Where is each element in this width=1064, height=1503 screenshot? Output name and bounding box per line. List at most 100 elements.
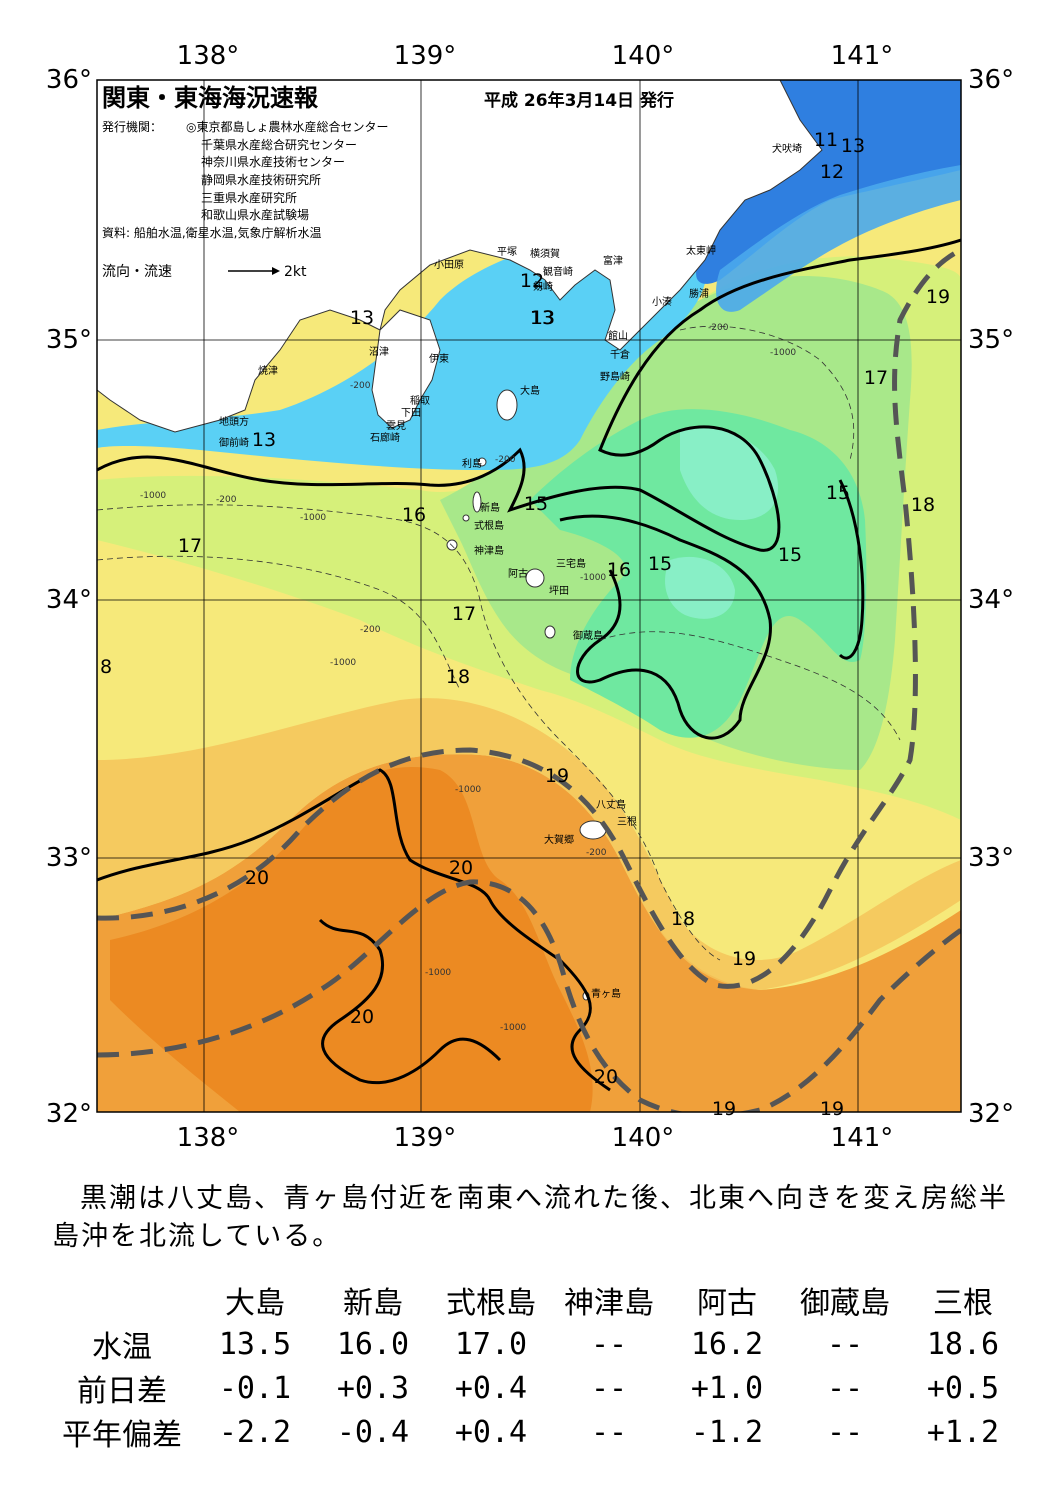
place-label: 犬吠埼 <box>772 142 802 155</box>
place-label: 太東岬 <box>686 244 716 257</box>
place-label: 千倉 <box>610 348 630 361</box>
place-label: 御前崎 <box>219 436 249 449</box>
table-cell: -0.1 <box>218 1370 292 1406</box>
lat-label: 33° <box>968 843 1014 873</box>
isotherm-label: 11 <box>814 129 838 151</box>
lat-label: 32° <box>968 1099 1014 1129</box>
map-frame <box>96 79 962 1113</box>
place-label: 阿古 <box>508 567 528 580</box>
table-cell: -- <box>826 1414 864 1450</box>
table-cell: -0.4 <box>336 1414 410 1450</box>
row-label: 前日差 <box>77 1374 167 1409</box>
isotherm-label: 15 <box>826 482 850 504</box>
table-cell: +0.4 <box>454 1414 528 1450</box>
mikurajima-island <box>544 625 556 639</box>
table-cell: -- <box>590 1326 628 1362</box>
place-label: 小湊 <box>652 295 672 308</box>
lat-label: 36° <box>968 65 1014 95</box>
summary-body: 黒潮は八丈島、青ヶ島付近を南東へ流れた後、北東へ向きを変え房総半島沖を北流してい… <box>52 1183 1008 1252</box>
sea-temperature-map: 138° 139° 140° 141° 138° 139° 140° 141° … <box>46 41 1014 1153</box>
place-label: 小田原 <box>434 259 464 271</box>
agency-item: ◎東京都島しょ農林水産総合センター <box>186 119 388 134</box>
lon-label: 141° <box>831 41 894 71</box>
table-row: 平年偏差 -2.2 -0.4 +0.4 -- -1.2 -- +1.2 <box>48 1410 1022 1454</box>
longitude-labels-top: 138° 139° 140° 141° <box>177 41 894 71</box>
place-label: 稲取 <box>410 395 430 407</box>
band-20c-core <box>110 767 593 1112</box>
place-label: 大島 <box>520 384 540 397</box>
depth-label: -200 <box>216 495 237 505</box>
place-label: 勝浦 <box>689 287 709 300</box>
depth-label: -200 <box>350 381 371 391</box>
table-cell: 17.0 <box>454 1326 528 1362</box>
isotherm-label: 20 <box>449 857 473 879</box>
isotherm-label: 19 <box>820 1098 844 1120</box>
depth-label: -1000 <box>425 968 451 978</box>
depth-label: -1000 <box>770 348 796 358</box>
place-label: 利島 <box>462 457 482 470</box>
isotherm-label: 13 <box>841 135 865 157</box>
depth-label: -1000 <box>300 513 326 523</box>
place-label: 御蔵島 <box>573 629 603 642</box>
table-cell: 18.6 <box>926 1326 1000 1362</box>
isotherm-label: 15 <box>648 553 672 575</box>
isotherm-label: 13 <box>252 429 276 451</box>
place-label: 雲見 <box>386 420 406 432</box>
table-row: 前日差 -0.1 +0.3 +0.4 -- +1.0 -- +0.5 <box>48 1366 1022 1410</box>
station-header: 阿古 <box>697 1286 757 1321</box>
data-sources: 資料: 船舶水温,衛星水温,気象庁解析水温 <box>102 225 322 240</box>
lon-label: 139° <box>394 41 457 71</box>
table-cell: -- <box>590 1370 628 1406</box>
isotherm-label: 20 <box>594 1066 618 1088</box>
isotherm-label: 12 <box>520 270 544 292</box>
lon-label: 140° <box>612 41 675 71</box>
agency-item: 千葉県水産総合研究センター <box>201 137 357 152</box>
isotherm-label: 16 <box>607 559 631 581</box>
place-label: 剱崎 <box>533 280 553 293</box>
depth-label: -200 <box>495 455 516 465</box>
place-label: 平塚 <box>497 246 517 258</box>
place-label: 富津 <box>603 254 623 267</box>
lat-label: 35° <box>968 325 1014 355</box>
issue-date: 平成 26年3月14日 発行 <box>484 90 674 111</box>
table-cell: 16.0 <box>336 1326 410 1362</box>
place-label: 地頭方 <box>219 415 249 428</box>
lon-label: 141° <box>831 1123 894 1153</box>
station-header: 新島 <box>343 1286 403 1321</box>
place-label: 八丈島 <box>596 798 626 811</box>
table-cell: +0.3 <box>336 1370 410 1406</box>
miyakejima-island <box>525 568 545 588</box>
depth-label: -200 <box>586 848 607 858</box>
map-title: 関東・東海海況速報 <box>102 84 319 112</box>
flow-legend-label: 流向・流速 <box>102 264 172 280</box>
lat-label: 34° <box>968 585 1014 615</box>
honshu-land <box>97 80 823 433</box>
place-label: 観音崎 <box>543 265 573 278</box>
latitude-labels-left: 36° 35° 34° 33° 32° <box>46 65 92 1129</box>
isotherm-label: 15 <box>778 544 802 566</box>
agency-item: 静岡県水産技術研究所 <box>201 172 321 187</box>
place-label: 野島崎 <box>600 370 630 383</box>
row-label: 平年偏差 <box>62 1418 182 1453</box>
lon-label: 140° <box>612 1123 675 1153</box>
place-label: 三根 <box>617 815 637 828</box>
table-cell: -1.2 <box>690 1414 764 1450</box>
depth-labels: -1000 -1000 -1000 -1000 -1000 -1000 -100… <box>140 323 796 1033</box>
flow-legend-scale: 2kt <box>284 264 307 280</box>
isotherm-label: 18 <box>911 494 935 516</box>
summary-text: 黒潮は八丈島、青ヶ島付近を南東へ流れた後、北東へ向きを変え房総半島沖を北流してい… <box>52 1180 1012 1256</box>
isotherm-label: 13 <box>531 307 555 329</box>
isotherm-label: 19 <box>926 286 950 308</box>
table-cell: +1.0 <box>690 1370 764 1406</box>
table-row: 水温 13.5 16.0 17.0 -- 16.2 -- 18.6 <box>48 1322 1022 1366</box>
place-label: 石廊崎 <box>370 431 400 444</box>
depth-label: -1000 <box>580 573 606 583</box>
isotherm-label: 18 <box>446 666 470 688</box>
table-header-row: 大島 新島 式根島 神津島 阿古 御蔵島 三根 <box>48 1278 1022 1322</box>
depth-label: -1000 <box>500 1023 526 1033</box>
isotherm-label: 13 <box>530 307 554 329</box>
lon-label: 139° <box>394 1123 457 1153</box>
depth-label: -1000 <box>455 785 481 795</box>
lat-label: 34° <box>46 585 92 615</box>
isotherm-label: 8 <box>100 656 112 678</box>
